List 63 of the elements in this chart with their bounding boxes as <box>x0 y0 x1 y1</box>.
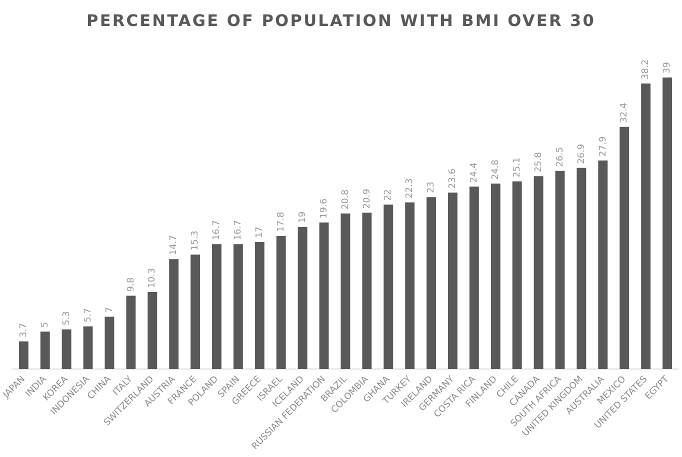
bar <box>490 184 500 370</box>
data-label: 20.9 <box>362 188 372 209</box>
bar <box>426 197 436 370</box>
bar <box>340 214 350 370</box>
bar <box>405 202 415 370</box>
data-label: 20.8 <box>340 189 351 210</box>
data-label: 22 <box>384 189 394 201</box>
data-label: 7 <box>104 306 115 313</box>
data-label: 19 <box>298 211 308 223</box>
bar <box>254 242 264 370</box>
bar <box>319 222 329 370</box>
data-label: 24.8 <box>490 159 501 180</box>
bar <box>298 226 308 370</box>
data-label: 10.3 <box>148 268 158 288</box>
bar <box>384 204 394 370</box>
data-label: 26.9 <box>576 144 587 164</box>
data-label: 25.8 <box>534 152 544 172</box>
bar <box>576 168 586 370</box>
data-label: 14.7 <box>169 235 180 256</box>
data-label: 9.8 <box>126 277 136 292</box>
bar <box>641 83 651 370</box>
bar <box>662 77 672 370</box>
data-label: 16.7 <box>212 220 222 240</box>
data-label: 5.3 <box>62 311 72 326</box>
bar <box>276 236 286 370</box>
data-label: 24.4 <box>470 162 480 183</box>
bar <box>83 326 93 370</box>
data-label: 27.9 <box>598 136 608 156</box>
bar <box>62 329 72 370</box>
chart-title: PERCENTAGE OF POPULATION WITH BMI OVER 30 <box>86 11 596 30</box>
bar <box>512 181 522 370</box>
bar <box>362 212 372 370</box>
data-label: 23 <box>426 182 437 194</box>
bar <box>555 170 565 370</box>
data-label: 19.6 <box>319 198 330 219</box>
bar <box>469 186 479 370</box>
bar <box>148 292 158 370</box>
bar <box>126 296 136 370</box>
bar <box>169 259 179 370</box>
data-label: 22.3 <box>405 178 416 198</box>
data-label: 25.1 <box>512 157 522 178</box>
bar <box>104 316 114 370</box>
bar <box>190 254 200 370</box>
data-label: 26.5 <box>555 146 566 167</box>
bar <box>598 160 608 370</box>
bar <box>18 341 28 370</box>
bar <box>620 126 630 370</box>
data-label: 23.6 <box>448 168 458 189</box>
bar <box>534 176 544 370</box>
data-label: 39 <box>662 62 673 74</box>
bar <box>448 192 458 370</box>
data-label: 5.7 <box>83 308 94 322</box>
data-label: 38.2 <box>641 59 652 80</box>
data-label: 15.3 <box>190 230 201 251</box>
data-label: 3.7 <box>19 323 30 338</box>
bar <box>40 332 50 370</box>
data-label: 17 <box>254 226 265 238</box>
data-label: 5 <box>40 322 50 328</box>
data-label: 17.8 <box>276 212 286 232</box>
bar <box>212 244 222 370</box>
data-label: 32.4 <box>620 102 630 123</box>
bar <box>233 244 243 370</box>
data-label: 16.7 <box>234 220 244 240</box>
